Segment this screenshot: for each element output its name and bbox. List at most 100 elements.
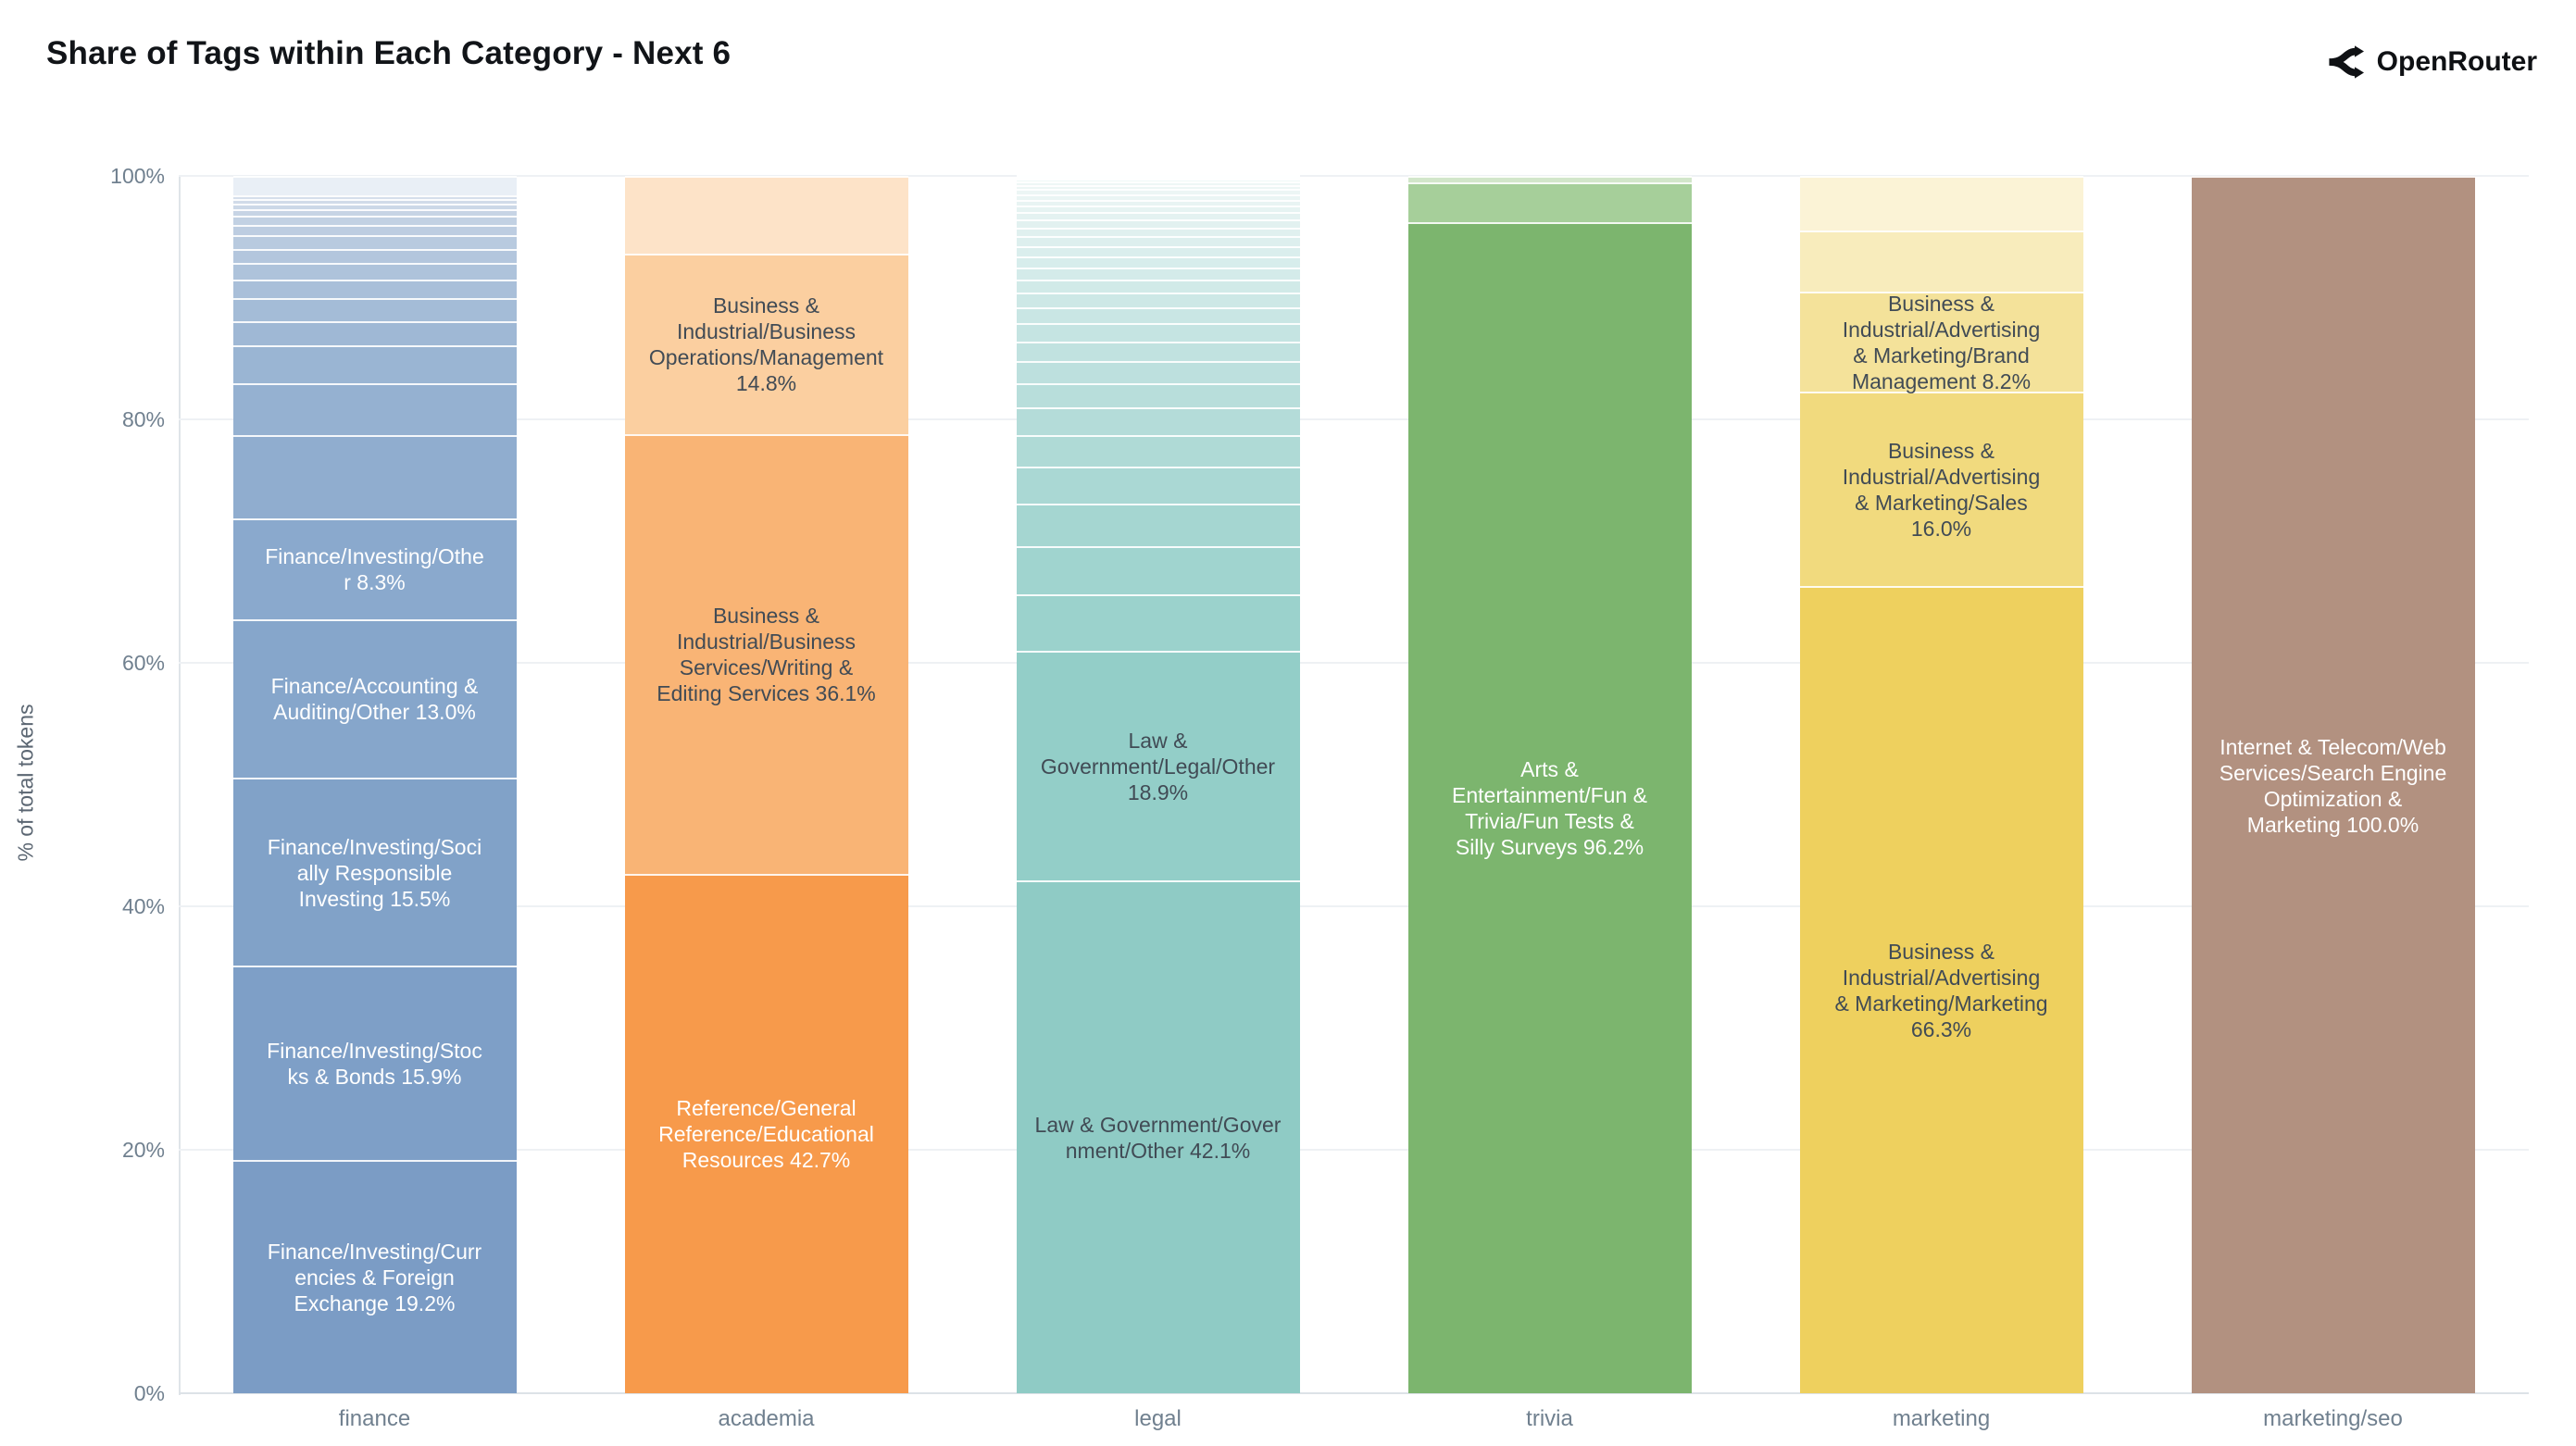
gridline-80%	[179, 418, 2529, 420]
bar-segment-label: Finance/Investing/Stoc ks & Bonds 15.9%	[267, 1038, 482, 1089]
bar-segment[interactable]	[1016, 179, 1300, 181]
bar-segment[interactable]	[1799, 231, 2083, 292]
bar-column-marketing: Business & Industrial/Advertising & Mark…	[1799, 176, 2083, 1393]
bar-segment[interactable]: Arts & Entertainment/Fun & Trivia/Fun Te…	[1407, 221, 1692, 1393]
gridline-20%	[179, 1149, 2529, 1151]
openrouter-logo-text: OpenRouter	[2376, 46, 2537, 77]
x-axis-label-marketing: marketing	[1892, 1406, 1991, 1431]
gridline-40%	[179, 905, 2529, 907]
x-axis-label-marketing-seo: marketing/seo	[2263, 1406, 2403, 1431]
bar-segment[interactable]	[1016, 189, 1300, 194]
bar-segment[interactable]: Finance/Investing/Othe r 8.3%	[232, 517, 517, 619]
bar-segment[interactable]	[1407, 181, 1692, 222]
y-tick-label: 100%	[110, 164, 165, 188]
bar-segment[interactable]	[1016, 382, 1300, 407]
bar-segment[interactable]	[232, 195, 517, 199]
bar-segment[interactable]	[232, 248, 517, 264]
bar-segment-label: Business & Industrial/Advertising & Mark…	[1842, 438, 2041, 541]
bar-segment[interactable]	[232, 435, 517, 518]
bar-segment[interactable]	[232, 297, 517, 321]
bar-segment[interactable]	[232, 320, 517, 345]
bar-segment[interactable]: Reference/General Reference/Educational …	[624, 873, 908, 1393]
bar-segment[interactable]: Business & Industrial/Business Operation…	[624, 254, 908, 434]
bar-segment-label: Business & Industrial/Business Services/…	[657, 604, 876, 706]
bar-segment-label: Internet & Telecom/Web Services/Search E…	[2219, 734, 2447, 837]
bar-segment[interactable]	[232, 382, 517, 436]
bar-segment[interactable]: Business & Industrial/Advertising & Mark…	[1799, 292, 2083, 393]
bar-segment[interactable]: Finance/Investing/Soci ally Responsible …	[232, 777, 517, 966]
gridline-100%	[179, 175, 2529, 177]
bar-segment-label: Law & Government/Gover nment/Other 42.1%	[1034, 1113, 1282, 1164]
bar-segment[interactable]: Finance/Investing/Stoc ks & Bonds 15.9%	[232, 966, 517, 1160]
plot-area: Finance/Investing/Curr encies & Foreign …	[179, 175, 2529, 1394]
bar-segment-label: Finance/Investing/Soci ally Responsible …	[267, 834, 482, 911]
openrouter-logo: OpenRouter	[2321, 44, 2537, 80]
bar-segment[interactable]	[1016, 227, 1300, 237]
bar-segment[interactable]	[1016, 193, 1300, 200]
bar-column-legal: Law & Government/Gover nment/Other 42.1%…	[1016, 175, 1300, 1393]
bar-segment[interactable]	[232, 208, 517, 216]
bar-segment[interactable]	[232, 199, 517, 204]
bar-segment[interactable]	[1016, 467, 1300, 504]
bar-segment[interactable]	[1016, 293, 1300, 308]
y-tick-label: 80%	[121, 407, 165, 431]
bar-segment[interactable]	[1016, 206, 1300, 213]
bar-segment[interactable]	[232, 215, 517, 225]
x-axis-label-finance: finance	[338, 1406, 411, 1431]
bar-segment[interactable]	[1407, 176, 1692, 182]
bar-segment[interactable]	[232, 224, 517, 236]
bar-segment[interactable]	[1016, 236, 1300, 246]
bar-segment-label: Business & Industrial/Advertising & Mark…	[1842, 291, 2041, 393]
bar-segment[interactable]	[1016, 199, 1300, 206]
x-axis-label-academia: academia	[718, 1406, 815, 1431]
bar-segment[interactable]: Law & Government/Gover nment/Other 42.1%	[1016, 880, 1300, 1393]
bar-segment[interactable]	[1016, 267, 1300, 280]
bar-segment[interactable]	[232, 235, 517, 249]
openrouter-logo-icon	[2328, 45, 2364, 79]
bar-column-trivia: Arts & Entertainment/Fun & Trivia/Fun Te…	[1407, 176, 1692, 1393]
bar-segment[interactable]	[232, 280, 517, 298]
bar-segment[interactable]: Business & Industrial/Advertising & Mark…	[1799, 586, 2083, 1393]
bar-segment[interactable]	[1016, 279, 1300, 293]
bar-segment[interactable]: Finance/Accounting & Auditing/Other 13.0…	[232, 618, 517, 778]
bar-segment[interactable]	[1016, 184, 1300, 190]
bar-segment[interactable]	[1016, 594, 1300, 651]
bar-segment[interactable]	[1016, 503, 1300, 546]
bar-segment-label: Law & Government/Legal/Other 18.9%	[1040, 729, 1276, 805]
bar-segment[interactable]	[1016, 256, 1300, 268]
bar-segment-label: Arts & Entertainment/Fun & Trivia/Fun Te…	[1452, 757, 1647, 860]
bar-segment[interactable]	[1016, 219, 1300, 228]
bar-segment[interactable]: Business & Industrial/Business Services/…	[624, 433, 908, 874]
bar-segment[interactable]	[1016, 177, 1300, 180]
y-axis-title: % of total tokens	[13, 704, 38, 862]
y-axis-line	[179, 176, 181, 1395]
bar-segment[interactable]	[1016, 212, 1300, 220]
bar-segment-label: Finance/Investing/Curr encies & Foreign …	[267, 1239, 482, 1315]
bar-segment[interactable]	[1016, 307, 1300, 324]
bar-segment[interactable]	[232, 203, 517, 209]
bar-segment[interactable]	[624, 176, 908, 255]
bar-segment-label: Business & Industrial/Advertising & Mark…	[1834, 940, 2048, 1042]
bar-segment[interactable]: Finance/Investing/Curr encies & Foreign …	[232, 1159, 517, 1393]
bar-segment[interactable]	[232, 176, 517, 196]
bar-segment[interactable]	[1016, 245, 1300, 256]
bar-segment[interactable]	[1016, 406, 1300, 436]
bar-segment[interactable]: Business & Industrial/Advertising & Mark…	[1799, 391, 2083, 587]
bar-segment[interactable]: Law & Government/Legal/Other 18.9%	[1016, 650, 1300, 881]
bar-segment[interactable]	[1016, 360, 1300, 383]
bar-segment[interactable]	[1016, 545, 1300, 595]
bar-segment[interactable]	[1016, 341, 1300, 361]
bar-segment-label: Finance/Investing/Othe r 8.3%	[265, 544, 484, 595]
page-title: Share of Tags within Each Category - Nex…	[46, 35, 732, 71]
bar-segment[interactable]	[1016, 181, 1300, 185]
bar-segment[interactable]	[1016, 435, 1300, 467]
bar-segment[interactable]: Internet & Telecom/Web Services/Search E…	[2191, 176, 2475, 1393]
bar-segment[interactable]	[1799, 176, 2083, 231]
bar-segment[interactable]	[1016, 323, 1300, 342]
bar-segment[interactable]	[232, 263, 517, 280]
gridline-60%	[179, 662, 2529, 664]
bar-segment[interactable]	[1016, 175, 1300, 178]
bar-segment[interactable]	[232, 344, 517, 383]
bar-column-marketing-seo: Internet & Telecom/Web Services/Search E…	[2191, 176, 2475, 1393]
